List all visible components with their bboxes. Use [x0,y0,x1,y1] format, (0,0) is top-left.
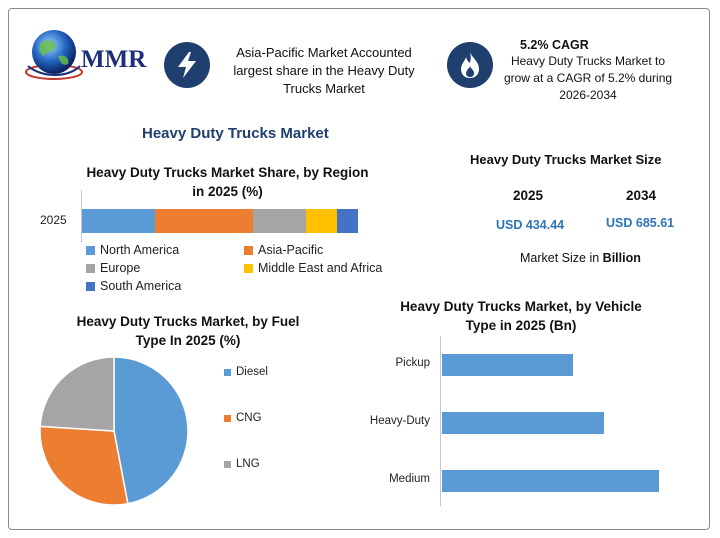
region-chart-category-label: 2025 [40,213,67,227]
flame-icon-badge [447,42,493,88]
legend-swatch [224,368,231,376]
fuel-legend-item: Diesel [224,366,268,378]
fuel-legend-item: CNG [224,412,262,424]
fuel-legend-item: LNG [224,458,260,470]
region-bar-segment-asia-pacific [155,209,254,233]
lightning-bolt-icon [178,52,196,78]
vehicle-bar-heavy-duty [442,412,605,434]
legend-swatch [86,263,95,273]
legend-label: Europe [100,261,141,275]
region-bar-segment-south-america [337,209,358,233]
region-legend-item: Europe [86,261,140,275]
region-bar-segment-north-america [82,209,156,233]
vehicle-category-label: Heavy-Duty [369,415,430,427]
region-legend-item: Asia-Pacific [244,243,323,257]
logo: MMR [24,26,154,82]
legend-label: North America [100,243,180,257]
market-size-title: Heavy Duty Trucks Market Size [470,152,662,167]
region-stacked-bar [82,209,358,233]
fuel-legend: Diesel CNG LNG [224,366,314,486]
market-size-value-2034: USD 685.61 [606,216,675,230]
legend-label: Diesel [236,366,268,378]
cagr-title: 5.2% CAGR [520,38,589,52]
region-bar-segment-europe [253,209,306,233]
legend-label: South America [100,279,182,293]
vehicle-category-label: Medium [389,473,430,485]
lightning-icon-badge [164,42,210,88]
market-size-note: Market Size in Billion [520,251,641,265]
region-legend-item: South America [86,279,181,293]
vehicle-bar-chart: Pickup Heavy-Duty Medium [340,336,670,506]
region-axis-line [81,190,82,242]
vehicle-bar-pickup [442,354,573,376]
vehicle-axis-line [440,336,441,506]
pie-slice-cng [39,425,129,506]
vehicle-category-label: Pickup [395,357,430,369]
header-card-2-text: Heavy Duty Trucks Market to grow at a CA… [503,54,673,102]
region-legend-item: Middle East and Africa [244,261,382,275]
legend-label: LNG [236,458,260,470]
legend-swatch [244,263,253,273]
legend-label: CNG [236,412,262,424]
market-size-value-2025: USD 434.44 [496,218,565,232]
legend-swatch [224,460,231,468]
pie-slice-diesel [113,356,189,505]
region-chart-title: Heavy Duty Trucks Market Share, by Regio… [86,165,369,199]
legend-label: Asia-Pacific [258,243,324,257]
market-size-year-2025: 2025 [513,188,544,203]
legend-swatch [86,245,95,255]
fuel-chart-title: Heavy Duty Trucks Market, by Fuel Type I… [76,314,300,348]
vehicle-chart-title: Heavy Duty Trucks Market, by Vehicle Typ… [400,299,642,333]
region-legend-item: North America [86,243,179,257]
fuel-pie-chart [39,356,189,506]
legend-swatch [224,414,231,422]
logo-text: MMR [81,46,147,73]
legend-swatch [86,281,95,291]
globe-icon [25,30,83,80]
header-card-1-text: Asia-Pacific Market Accounted largest sh… [233,45,415,96]
flame-icon [461,52,479,78]
legend-swatch [244,245,253,255]
region-bar-segment-middle-east-and-africa [305,209,338,233]
market-size-note-text: Market Size in [520,251,603,265]
vehicle-bar-medium [442,470,660,492]
main-title: Heavy Duty Trucks Market [142,125,329,142]
pie-slice-lng [39,356,115,432]
market-size-note-unit: Billion [602,251,641,265]
region-legend: North America Asia-Pacific Europe Middle Ea… [86,243,406,299]
infographic-frame [8,8,710,530]
market-size-year-2034: 2034 [626,188,657,203]
legend-label: Middle East and Africa [258,261,383,275]
